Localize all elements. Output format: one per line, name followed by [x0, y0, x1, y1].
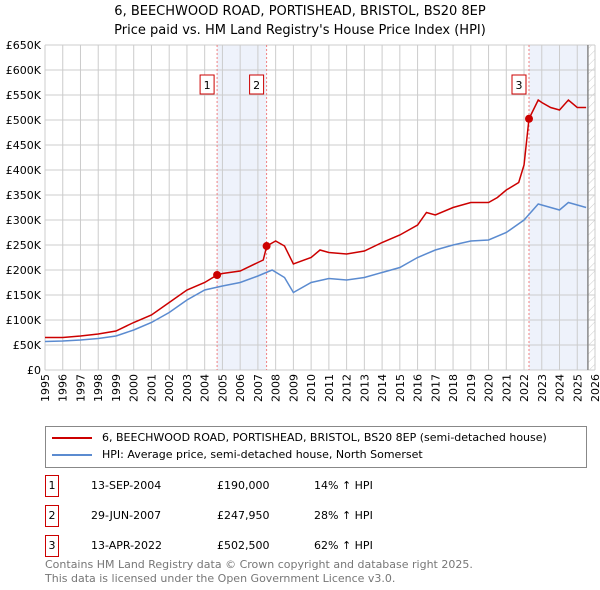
footer-line: Contains HM Land Registry data © Crown c… — [45, 558, 473, 571]
series-line — [44, 201, 587, 343]
x-tick-label: 2010 — [305, 374, 318, 402]
y-tick-label: £50K — [13, 339, 42, 352]
x-tick-label: 2017 — [429, 374, 442, 402]
x-tick-label: 2006 — [234, 374, 247, 402]
y-tick-label: £250K — [6, 239, 42, 252]
sale-label: 2 — [253, 79, 260, 92]
x-tick-label: 2025 — [571, 374, 584, 402]
x-tick-label: 2021 — [500, 374, 513, 402]
legend-hpi: HPI: Average price, semi-detached house,… — [102, 448, 423, 461]
transaction-num: 1 — [45, 475, 59, 497]
x-tick-label: 2020 — [483, 374, 496, 402]
title: 6, BEECHWOOD ROAD, PORTISHEAD, BRISTOL, … — [114, 4, 486, 19]
sale-label: 3 — [516, 79, 523, 92]
transaction-hpi: 28% ↑ HPI — [314, 509, 373, 522]
legend-red-line — [52, 436, 92, 439]
transaction-date: 13-APR-2022 — [91, 539, 163, 552]
transaction-date: 29-JUN-2007 — [91, 509, 162, 522]
y-tick-label: £450K — [6, 139, 42, 152]
x-tick-label: 2013 — [358, 374, 371, 402]
x-tick-label: 2005 — [216, 374, 229, 402]
y-tick-label: £500K — [6, 114, 42, 127]
x-tick-label: 1998 — [92, 374, 105, 402]
x-tick-label: 2024 — [554, 374, 567, 402]
sale-label: 1 — [204, 79, 211, 92]
x-tick-label: 2018 — [447, 374, 460, 402]
transaction-row: 1 13-SEP-2004 £190,000 14% ↑ HPI — [45, 475, 445, 497]
series-line — [45, 98, 587, 339]
y-tick-label: £600K — [6, 64, 42, 77]
legend: 6, BEECHWOOD ROAD, PORTISHEAD, BRISTOL, … — [45, 426, 587, 468]
y-tick-label: £350K — [6, 189, 42, 202]
transaction-date: 13-SEP-2004 — [91, 479, 162, 492]
transaction-price: £190,000 — [217, 479, 270, 492]
x-tick-label: 2023 — [536, 374, 549, 402]
sale-label-box — [511, 74, 527, 95]
subtitle: Price paid vs. HM Land Registry's House … — [114, 23, 486, 38]
y-tick-label: £300K — [6, 214, 42, 227]
transaction-num: 3 — [45, 535, 59, 557]
y-tick-label: £550K — [6, 89, 42, 102]
future-hatch — [587, 45, 595, 370]
transaction-hpi: 62% ↑ HPI — [314, 539, 373, 552]
transaction-row: 2 29-JUN-2007 £247,950 28% ↑ HPI — [45, 505, 445, 527]
x-tick-label: 2002 — [163, 374, 176, 402]
x-tick-label: 2003 — [181, 374, 194, 402]
x-tick-label: 2001 — [145, 374, 158, 402]
x-tick-label: 2012 — [341, 374, 354, 402]
y-tick-label: £400K — [6, 164, 42, 177]
x-tick-label: 1995 — [39, 374, 52, 402]
x-tick-label: 2022 — [518, 374, 531, 402]
footer-line: This data is licensed under the Open Gov… — [45, 572, 396, 585]
y-tick-label: £150K — [6, 289, 42, 302]
x-tick-label: 2019 — [465, 374, 478, 402]
sale-point — [262, 242, 271, 251]
price-chart: 1995 1996 1997 1998 1999 2000 2001 2002 2003 2004… — [6, 39, 600, 402]
sale-point — [213, 271, 222, 279]
legend-blue-line — [52, 453, 92, 456]
x-tick-label: 2016 — [412, 374, 425, 402]
shaded-period — [529, 45, 588, 370]
y-tick-label: £100K — [6, 314, 42, 327]
x-tick-label: 2011 — [323, 374, 336, 402]
transaction-price: £247,950 — [217, 509, 270, 522]
sale-label-box — [199, 74, 215, 95]
y-tick-label: £200K — [6, 264, 42, 277]
x-tick-label: 2007 — [252, 374, 265, 402]
sale-point — [525, 114, 533, 123]
x-tick-label: 1996 — [57, 374, 70, 402]
transaction-row: 3 13-APR-2022 £502,500 62% ↑ HPI — [45, 535, 445, 557]
x-tick-label: 2014 — [376, 374, 389, 402]
x-tick-label: 2026 — [589, 374, 600, 402]
transaction-price: £502,500 — [217, 539, 270, 552]
legend-property: 6, BEECHWOOD ROAD, PORTISHEAD, BRISTOL, … — [102, 431, 547, 444]
x-tick-label: 2008 — [270, 374, 283, 402]
transaction-num: 2 — [45, 505, 59, 527]
x-tick-label: 1997 — [74, 374, 87, 402]
x-tick-label: 1999 — [110, 374, 123, 402]
transaction-hpi: 14% ↑ HPI — [314, 479, 373, 492]
sale-label-box — [249, 74, 265, 95]
footer: Contains HM Land Registry data © Crown c… — [45, 558, 473, 586]
x-tick-label: 2009 — [287, 374, 300, 402]
x-tick-label: 2015 — [394, 374, 407, 402]
chart-title: 6, BEECHWOOD ROAD, PORTISHEAD, BRISTOL, … — [0, 2, 600, 40]
y-tick-label: £650K — [6, 39, 42, 52]
x-tick-label: 2004 — [199, 374, 212, 402]
y-tick-label: £0 — [27, 364, 41, 377]
x-tick-label: 2000 — [128, 374, 141, 402]
